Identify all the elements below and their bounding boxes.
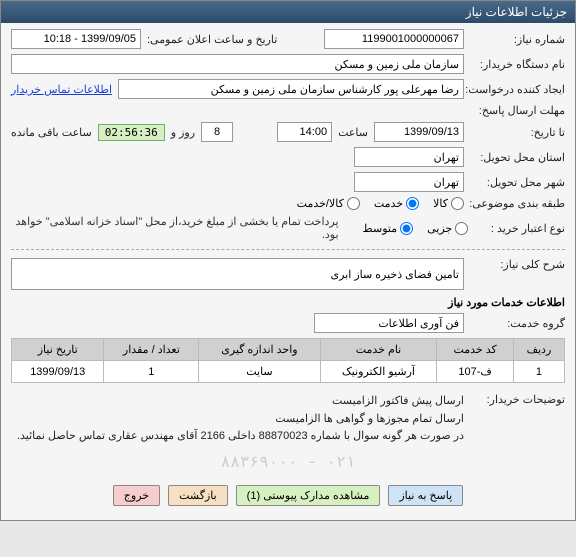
- grid-header-row: ردیف کد خدمت نام خدمت واحد اندازه گیری ت…: [12, 339, 565, 361]
- exit-button[interactable]: خروج: [113, 485, 160, 506]
- row-creator: ایجاد کننده درخواست: اطلاعات تماس خریدار: [11, 79, 565, 99]
- until-label: تا تاریخ:: [470, 126, 565, 139]
- services-section-title: اطلاعات خدمات مورد نیاز: [11, 296, 565, 309]
- cell-row: 1: [513, 361, 564, 383]
- window-title: جزئیات اطلاعات نیاز: [466, 5, 567, 19]
- desc-label: شرح کلی نیاز:: [470, 258, 565, 271]
- radio-mid-input[interactable]: [400, 222, 413, 235]
- cell-code: ف-107: [437, 361, 513, 383]
- radio-low-input[interactable]: [455, 222, 468, 235]
- row-purchase-type: نوع اعتبار خرید : جزیی متوسط پرداخت تمام…: [11, 215, 565, 241]
- col-code: کد خدمت: [437, 339, 513, 361]
- deadline-label: مهلت ارسال پاسخ:: [470, 104, 565, 117]
- cell-qty: 1: [104, 361, 199, 383]
- countdown-timer: 02:56:36: [98, 124, 165, 141]
- col-qty: تعداد / مقدار: [104, 339, 199, 361]
- purchase-type-label: نوع اعتبار خرید :: [474, 222, 565, 235]
- col-unit: واحد اندازه گیری: [199, 339, 320, 361]
- city-label: شهر محل تحویل:: [470, 176, 565, 189]
- row-city: شهر محل تحویل:: [11, 172, 565, 192]
- remain-label: ساعت باقی مانده: [11, 126, 92, 139]
- col-row: ردیف: [513, 339, 564, 361]
- reply-button[interactable]: پاسخ به نیاز: [388, 485, 463, 506]
- purchase-type-radios: جزیی متوسط: [363, 222, 469, 235]
- grid-row[interactable]: 1 ف-107 آرشیو الکترونیک سایت 1 1399/09/1…: [12, 361, 565, 383]
- titlebar: جزئیات اطلاعات نیاز: [1, 1, 575, 23]
- province-field[interactable]: [354, 147, 464, 167]
- col-date: تاریخ نیاز: [12, 339, 104, 361]
- row-desc: شرح کلی نیاز:: [11, 258, 565, 290]
- until-date-field[interactable]: [374, 122, 464, 142]
- row-service-group: گروه خدمت:: [11, 313, 565, 333]
- exp-line-1: ارسال پیش فاکتور الزامیست: [17, 393, 464, 411]
- service-group-field[interactable]: [314, 313, 464, 333]
- col-name: نام خدمت: [320, 339, 437, 361]
- watermark-text: ۰۲۱ - ۸۸۳۶۹۰۰۰: [11, 452, 565, 471]
- payment-note: پرداخت تمام یا بخشی از مبلغ خرید،از محل …: [11, 215, 339, 241]
- cell-unit: سایت: [199, 361, 320, 383]
- days-field: [201, 122, 233, 142]
- radio-goods-input[interactable]: [451, 197, 464, 210]
- divider-1: [11, 249, 565, 250]
- attachments-button[interactable]: مشاهده مدارک پیوستی (1): [236, 485, 381, 506]
- back-button[interactable]: بازگشت: [168, 485, 228, 506]
- need-no-label: شماره نیاز:: [470, 33, 565, 46]
- cell-name: آرشیو الکترونیک: [320, 361, 437, 383]
- buyer-exp-label: توضیحات خریدار:: [470, 393, 565, 406]
- row-org: نام دستگاه خریدار:: [11, 54, 565, 74]
- radio-goods-service[interactable]: کالا/خدمت: [297, 197, 360, 210]
- row-until: تا تاریخ: ساعت روز و 02:56:36 ساعت باقی …: [11, 122, 565, 142]
- creator-field[interactable]: [118, 79, 464, 99]
- city-field[interactable]: [354, 172, 464, 192]
- category-label: طبقه بندی موضوعی:: [470, 197, 565, 210]
- row-category: طبقه بندی موضوعی: کالا خدمت کالا/خدمت: [11, 197, 565, 210]
- buyer-exp-text: ارسال پیش فاکتور الزامیست ارسال تمام مجو…: [17, 393, 464, 446]
- radio-goods[interactable]: کالا: [433, 197, 464, 210]
- exp-line-3: در صورت هر گونه سوال با شماره 88870023 د…: [17, 428, 464, 446]
- category-radios: کالا خدمت کالا/خدمت: [297, 197, 464, 210]
- until-time-field[interactable]: [277, 122, 332, 142]
- need-no-field[interactable]: [324, 29, 464, 49]
- row-buyer-exp: توضیحات خریدار: ارسال پیش فاکتور الزامیس…: [11, 393, 565, 446]
- service-group-label: گروه خدمت:: [470, 317, 565, 330]
- announce-field[interactable]: [11, 29, 141, 49]
- days-unit: روز و: [171, 126, 195, 139]
- services-grid: ردیف کد خدمت نام خدمت واحد اندازه گیری ت…: [11, 338, 565, 383]
- radio-mid[interactable]: متوسط: [363, 222, 414, 235]
- radio-service-input[interactable]: [406, 197, 419, 210]
- window-frame: جزئیات اطلاعات نیاز شماره نیاز: تاریخ و …: [0, 0, 576, 521]
- exp-line-2: ارسال تمام مجوزها و گواهی ها الزامیست: [17, 411, 464, 429]
- contact-link[interactable]: اطلاعات تماس خریدار: [11, 83, 112, 96]
- org-label: نام دستگاه خریدار:: [470, 58, 565, 71]
- row-need-no: شماره نیاز: تاریخ و ساعت اعلان عمومی:: [11, 29, 565, 49]
- content-area: شماره نیاز: تاریخ و ساعت اعلان عمومی: نا…: [1, 23, 575, 520]
- row-province: استان محل تحویل:: [11, 147, 565, 167]
- creator-label: ایجاد کننده درخواست:: [470, 83, 565, 96]
- row-deadline: مهلت ارسال پاسخ:: [11, 104, 565, 117]
- radio-goods-service-input[interactable]: [347, 197, 360, 210]
- radio-service[interactable]: خدمت: [374, 197, 419, 210]
- radio-low[interactable]: جزیی: [427, 222, 468, 235]
- time-label: ساعت: [338, 126, 368, 139]
- org-field[interactable]: [11, 54, 464, 74]
- province-label: استان محل تحویل:: [470, 151, 565, 164]
- announce-label: تاریخ و ساعت اعلان عمومی:: [147, 33, 277, 46]
- desc-field[interactable]: [11, 258, 464, 290]
- cell-date: 1399/09/13: [12, 361, 104, 383]
- footer-buttons: پاسخ به نیاز مشاهده مدارک پیوستی (1) باز…: [11, 485, 565, 514]
